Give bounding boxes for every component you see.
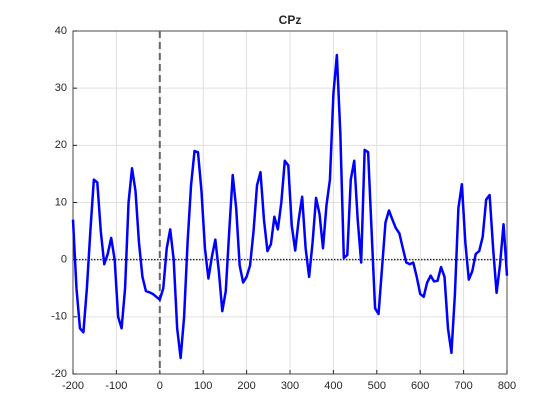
y-tick-label: -10 xyxy=(51,311,67,323)
x-tick-label: -100 xyxy=(105,380,127,392)
x-tick-label: 0 xyxy=(157,380,163,392)
y-tick-label: 0 xyxy=(61,254,67,266)
x-tick-label: 800 xyxy=(498,380,516,392)
x-tick-label: 200 xyxy=(237,380,255,392)
y-tick-label: 40 xyxy=(55,25,67,37)
x-tick-label: 300 xyxy=(281,380,299,392)
y-tick-label: -20 xyxy=(51,368,67,380)
line-series xyxy=(71,53,509,360)
x-tick-label: 100 xyxy=(194,380,212,392)
x-tick-label: 500 xyxy=(368,380,386,392)
x-tick-label: -200 xyxy=(62,380,84,392)
axes-box xyxy=(72,30,508,375)
x-tick-label: 400 xyxy=(324,380,342,392)
y-tick-label: 30 xyxy=(55,82,67,94)
chart-title: CPz xyxy=(279,13,302,27)
x-tick-label: 700 xyxy=(454,380,472,392)
y-tick-label: 20 xyxy=(55,139,67,151)
x-tick-label: 600 xyxy=(411,380,429,392)
y-tick-label: 10 xyxy=(55,196,67,208)
